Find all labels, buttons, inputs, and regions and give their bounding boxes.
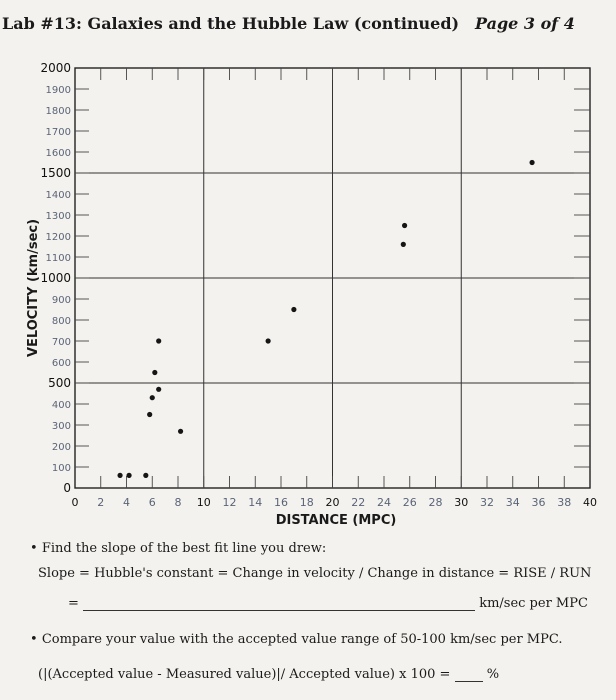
x-tick-label: 18	[300, 496, 314, 509]
data-point	[291, 306, 297, 313]
x-tick-label: 20	[326, 496, 340, 509]
y-tick-label: 1800	[46, 106, 71, 117]
page-header: Lab #13: Galaxies and the Hubble Law (co…	[0, 8, 616, 38]
x-tick-label: 30	[454, 496, 468, 509]
data-point	[117, 472, 123, 478]
answer-1-unit: km/sec per MPC	[479, 596, 588, 611]
y-tick-label: 1300	[46, 211, 71, 222]
question-2-formula: (|(Accepted value - Measured value)|/ Ac…	[38, 667, 451, 682]
y-tick-labels: 0 100 200 300 400 500 600 700 800 900 1000 1100 1200…	[40, 61, 71, 495]
y-tick-label: 700	[52, 337, 71, 348]
x-tick-label: 12	[223, 496, 237, 509]
answer-2-unit: %	[486, 667, 500, 682]
y-tick-label: 900	[52, 295, 71, 306]
y-tick-label: 1200	[46, 232, 71, 243]
y-tick-label: 500	[48, 376, 71, 390]
x-tick-label: 14	[248, 496, 262, 509]
data-point	[152, 369, 158, 376]
data-point	[156, 386, 162, 392]
x-tick-label: 4	[123, 496, 130, 509]
y-tick-label: 300	[52, 421, 71, 432]
data-point	[147, 411, 153, 418]
data-points	[117, 159, 535, 478]
bullet-icon: •	[30, 632, 38, 647]
answer-2-blank[interactable]	[454, 667, 483, 682]
answer-1-row: = km/sec per MPC	[68, 596, 588, 611]
x-tick-label: 34	[506, 496, 520, 509]
x-tick-label: 40	[583, 496, 597, 509]
y-tick-label: 100	[52, 463, 71, 474]
x-tick-label: 24	[377, 496, 391, 509]
answer-2-row: (|(Accepted value - Measured value)|/ Ac…	[38, 667, 499, 682]
data-point	[265, 338, 271, 344]
question-2: • Compare your value with the accepted v…	[30, 632, 563, 647]
data-point	[529, 159, 535, 166]
x-tick-label: 2	[97, 496, 104, 509]
y-axis-label: VELOCITY (km/sec)	[26, 219, 41, 357]
y-tick-label: 600	[52, 358, 71, 369]
data-point	[149, 395, 155, 401]
question-1-formula: Slope = Hubble's constant = Change in ve…	[38, 566, 592, 581]
y-tick-label: 400	[52, 400, 71, 411]
y-tick-label: 1700	[46, 127, 71, 138]
x-tick-label: 36	[532, 496, 546, 509]
x-tick-label: 38	[557, 496, 571, 509]
y-tick-label: 800	[52, 316, 71, 327]
answer-1-blank[interactable]	[83, 596, 476, 611]
y-tick-label: 1600	[46, 148, 71, 159]
y-tick-label: 1900	[46, 85, 71, 96]
x-tick-label: 8	[175, 496, 182, 509]
hubble-chart: 0100200300400500600700800900100011001200…	[26, 61, 598, 528]
y-tick-label: 1100	[46, 253, 71, 264]
y-tick-label: 1500	[40, 166, 71, 180]
bullet-icon: •	[30, 541, 38, 556]
x-tick-label: 32	[480, 496, 494, 509]
question-1-text: Find the slope of the best fit line you …	[41, 541, 327, 556]
data-point	[143, 472, 149, 478]
x-tick-label: 10	[197, 496, 211, 509]
data-point	[177, 428, 184, 434]
x-tick-labels: 0 2 4 6 8 10 12 14 16 18 20 22 24 26 28 30 32 34 36 38 40	[72, 496, 598, 509]
page-number: Page 3 of 4	[475, 14, 575, 33]
x-tick-label: 28	[429, 496, 443, 509]
x-tick-label: 22	[351, 496, 365, 509]
y-tick-label: 0	[63, 481, 71, 495]
y-tick-label: 2000	[40, 61, 71, 75]
y-tick-label: 1400	[46, 190, 71, 201]
data-point	[400, 241, 406, 247]
page-title: Lab #13: Galaxies and the Hubble Law (co…	[2, 14, 460, 33]
question-2-text: Compare your value with the accepted val…	[41, 632, 563, 647]
answer-1-equals: =	[68, 596, 79, 611]
y-tick-label: 200	[52, 442, 71, 453]
question-1: • Find the slope of the best fit line yo…	[30, 541, 326, 556]
x-axis-label: DISTANCE (MPC)	[276, 513, 397, 528]
chart-grid	[74, 67, 591, 489]
data-point	[402, 222, 408, 229]
x-tick-label: 6	[149, 496, 156, 509]
data-point	[126, 472, 132, 478]
x-tick-label: 0	[72, 496, 79, 509]
data-point	[156, 338, 162, 344]
y-tick-label: 1000	[40, 271, 71, 285]
x-tick-label: 16	[274, 496, 288, 509]
x-tick-label: 26	[403, 496, 417, 509]
